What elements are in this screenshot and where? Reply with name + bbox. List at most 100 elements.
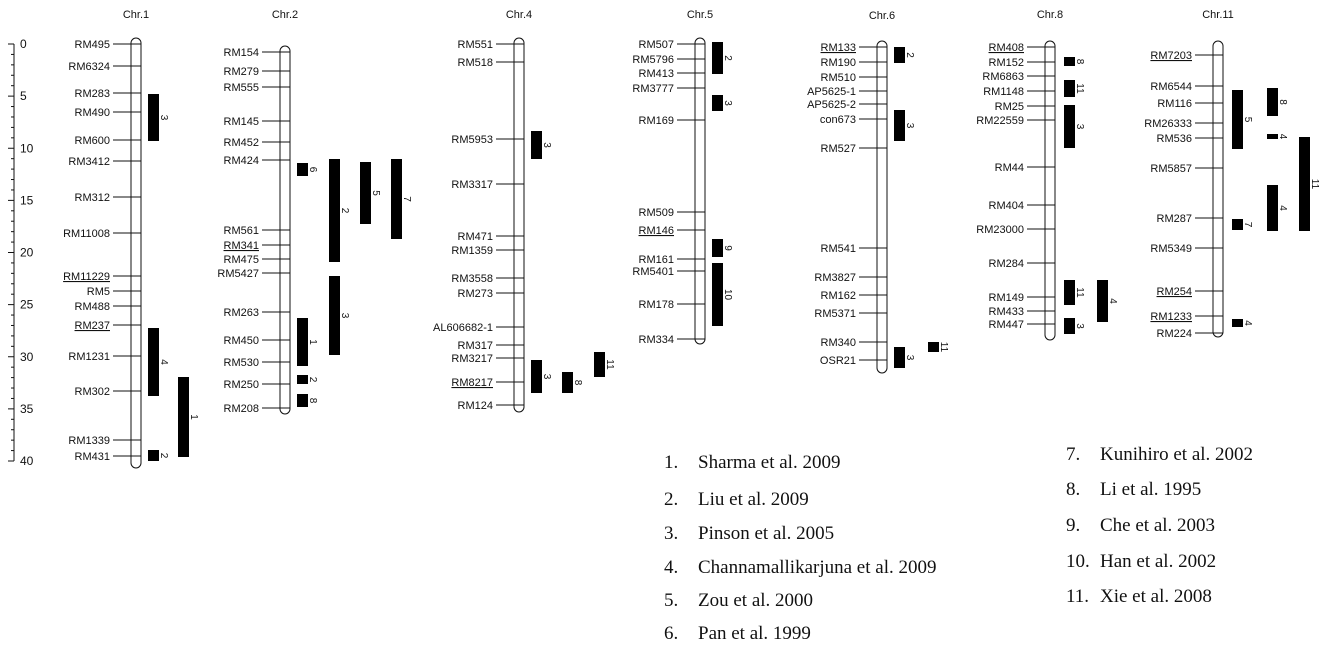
marker-label: RM3412: [68, 156, 110, 168]
qtl-label: 3: [1074, 124, 1085, 130]
qtl-bar: [178, 377, 189, 457]
marker-label: RM190: [821, 57, 856, 69]
qtl-bar: [297, 375, 308, 384]
marker-label: RM509: [639, 207, 674, 219]
qtl-label: 3: [158, 115, 169, 121]
legend-number: 1.: [664, 452, 679, 473]
marker-label: RM154: [224, 47, 259, 59]
marker-label: AP5625-2: [807, 99, 856, 111]
marker-label: RM124: [458, 400, 493, 412]
marker-label: RM541: [821, 243, 856, 255]
chromosome-bar: [1212, 40, 1224, 338]
qtl-label: 1: [307, 339, 318, 345]
marker-label: RM283: [75, 88, 110, 100]
legend-text: Che et al. 2003: [1100, 515, 1216, 536]
qtl-bar: [297, 163, 308, 176]
marker-label: RM3777: [632, 83, 674, 95]
qtl-label: 5: [1242, 117, 1253, 123]
marker-label: RM146: [639, 225, 674, 237]
scale-tick-label: 35: [20, 402, 34, 416]
marker-label: RM530: [224, 357, 259, 369]
marker-label: RM7203: [1150, 50, 1192, 62]
qtl-bar: [712, 263, 723, 326]
marker-label: RM5371: [814, 308, 856, 320]
chromosome-title: Chr.6: [869, 10, 895, 22]
marker-label: RM224: [1157, 328, 1192, 340]
qtl-label: 3: [541, 142, 552, 148]
marker-label: RM600: [75, 135, 110, 147]
marker-label: RM561: [224, 225, 259, 237]
marker-label: AL606682-1: [433, 322, 493, 334]
chromosome-bar: [1044, 40, 1056, 341]
qtl-label: 11: [604, 359, 615, 370]
chromosome-title: Chr.5: [687, 9, 713, 21]
qtl-label: 2: [307, 377, 318, 383]
legend-number: 3.: [664, 523, 679, 544]
legend-number: 4.: [664, 557, 679, 578]
marker-label: RM471: [458, 231, 493, 243]
qtl-label: 3: [339, 313, 350, 319]
legend-item: 7. Kunihiro et al. 2002: [1066, 444, 1253, 466]
qtl-label: 11: [1309, 179, 1320, 190]
qtl-bar: [297, 318, 308, 366]
qtl-bar: [1299, 137, 1310, 231]
marker-label: RM413: [639, 68, 674, 80]
marker-label: RM273: [458, 288, 493, 300]
marker-label: RM1233: [1150, 311, 1192, 323]
qtl-bar: [894, 110, 905, 141]
legend-text: Liu et al. 2009: [698, 489, 809, 510]
legend-number: 7.: [1066, 444, 1081, 465]
qtl-bar: [297, 394, 308, 407]
marker-label: RM1231: [68, 351, 110, 363]
qtl-bar: [531, 131, 542, 159]
marker-label: con673: [820, 114, 856, 126]
marker-label: RM317: [458, 340, 493, 352]
qtl-bar: [712, 42, 723, 74]
qtl-label: 4: [1107, 298, 1118, 304]
qtl-bar: [1064, 57, 1075, 66]
marker-label: RM495: [75, 39, 110, 51]
qtl-label: 6: [307, 167, 318, 173]
qtl-label: 11: [938, 342, 949, 353]
marker-label: RM178: [639, 299, 674, 311]
chromosome-title: Chr.1: [123, 9, 149, 21]
marker-label: RM551: [458, 39, 493, 51]
qtl-label: 2: [339, 208, 350, 214]
legend-number: 6.: [664, 623, 679, 644]
marker-label: RM162: [821, 290, 856, 302]
marker-label: RM208: [224, 403, 259, 415]
marker-label: RM431: [75, 451, 110, 463]
qtl-bar: [1267, 88, 1278, 116]
legend-text: Kunihiro et al. 2002: [1100, 444, 1254, 465]
marker-label: RM5: [87, 286, 110, 298]
qtl-bar: [329, 159, 340, 262]
marker-label: RM152: [989, 57, 1024, 69]
legend-item: 11. Xie et al. 2008: [1066, 586, 1212, 608]
marker-label: RM404: [989, 200, 1024, 212]
marker-label: RM284: [989, 258, 1024, 270]
marker-label: RM250: [224, 379, 259, 391]
legend-item: 2. Liu et al. 2009: [664, 489, 809, 511]
marker-label: RM424: [224, 155, 259, 167]
marker-label: RM149: [989, 292, 1024, 304]
marker-label: RM279: [224, 66, 259, 78]
qtl-bar: [391, 159, 402, 239]
marker-label: RM11229: [63, 271, 110, 283]
chromosome-bar: [876, 40, 888, 374]
qtl-bar: [1267, 134, 1278, 139]
marker-label: RM312: [75, 192, 110, 204]
legend-text: Zou et al. 2000: [698, 590, 814, 611]
legend-number: 9.: [1066, 515, 1081, 536]
marker-label: RM1359: [451, 245, 493, 257]
legend-item: 1. Sharma et al. 2009: [664, 452, 840, 474]
marker-label: RM555: [224, 82, 259, 94]
qtl-bar: [148, 328, 159, 396]
marker-label: RM475: [224, 254, 259, 266]
qtl-bar: [712, 239, 723, 257]
qtl-bar: [148, 450, 159, 461]
legend-number: 2.: [664, 489, 679, 510]
marker-label: RM340: [821, 337, 856, 349]
legend-text: Sharma et al. 2009: [698, 452, 841, 473]
qtl-bar: [531, 360, 542, 393]
